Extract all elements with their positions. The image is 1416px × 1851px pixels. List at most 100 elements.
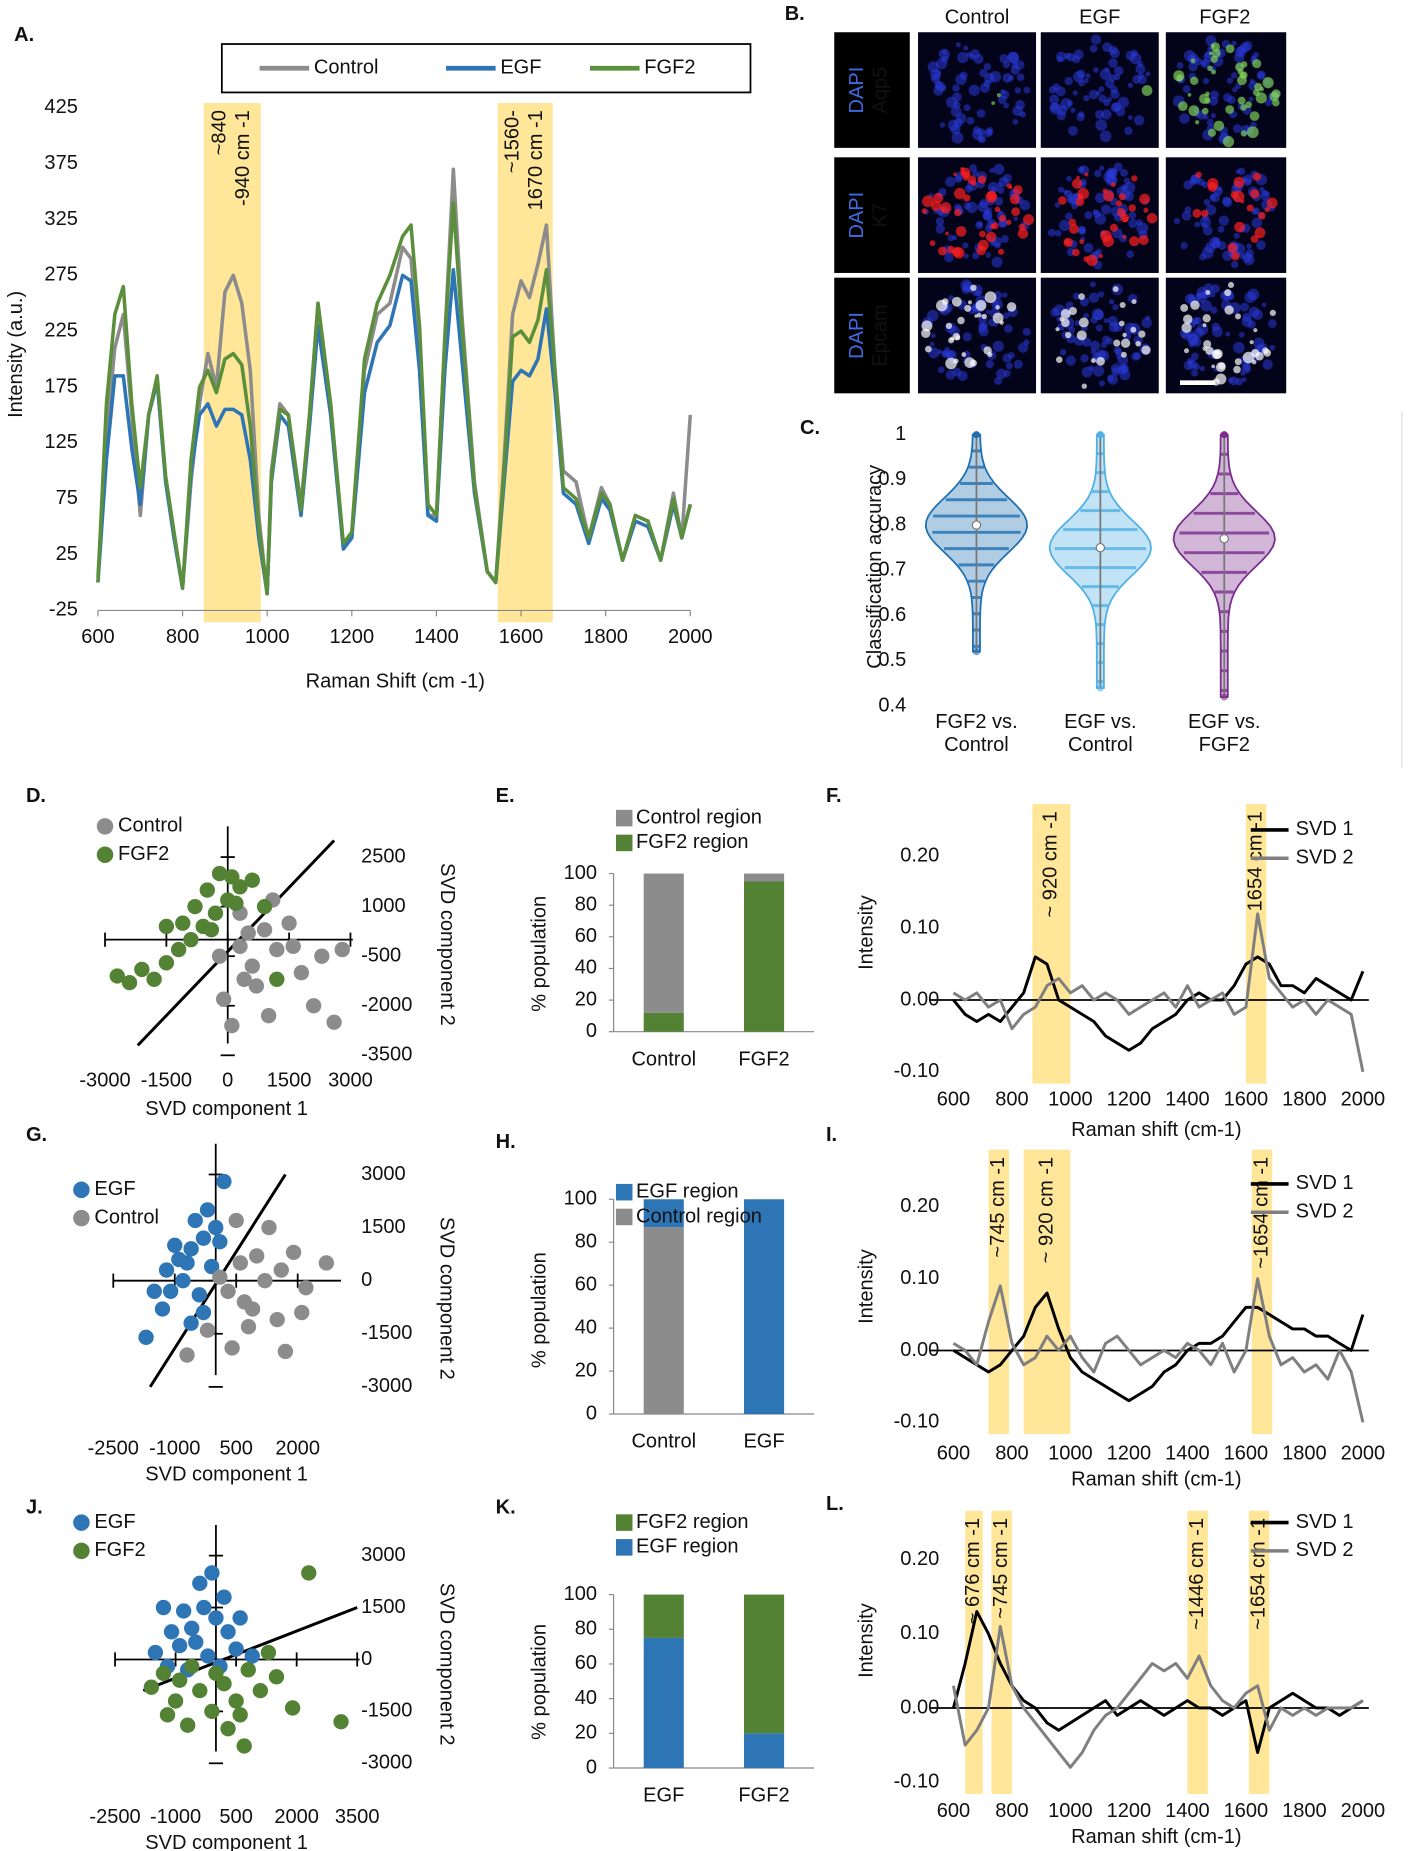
panel-label: H. (496, 1131, 516, 1153)
point (256, 922, 273, 938)
marker-signal (1146, 213, 1158, 224)
marker-signal (1109, 223, 1118, 232)
nucleus (1242, 252, 1253, 263)
marker-signal (1240, 104, 1247, 111)
legend-swatch (615, 1183, 633, 1201)
nucleus (1088, 292, 1100, 303)
nucleus (1083, 94, 1090, 102)
text-line: ~840 (209, 110, 231, 155)
point (285, 1244, 302, 1261)
point (155, 1599, 172, 1616)
row-label: DAPI (846, 192, 868, 239)
nucleus (952, 92, 962, 102)
nucleus (975, 221, 984, 230)
y-tick-label: 100 (564, 862, 597, 884)
nucleus (1065, 355, 1076, 366)
nucleus (1098, 94, 1107, 103)
marker-signal (1188, 105, 1200, 117)
nucleus (1192, 317, 1200, 325)
marker-signal (1213, 120, 1225, 132)
nucleus (1066, 100, 1073, 107)
bar-segment (643, 873, 684, 1013)
marker-signal (1205, 91, 1210, 97)
text-line: EGF vs. (1188, 711, 1260, 733)
y-tick-label: 25 (56, 543, 78, 565)
nucleus (1083, 78, 1089, 84)
nucleus (1078, 111, 1085, 118)
point (298, 1280, 314, 1296)
marker-signal (984, 291, 997, 304)
point (301, 1565, 317, 1581)
marker-signal (1079, 239, 1085, 245)
y-tick-label: 20 (575, 1359, 597, 1381)
point (212, 1269, 228, 1285)
point (187, 898, 203, 915)
marker-signal (1076, 330, 1087, 341)
nucleus (946, 350, 955, 359)
x-tick-label: 1400 (1165, 1442, 1210, 1464)
nucleus (968, 84, 980, 96)
bar-segment (643, 1199, 684, 1228)
marker-signal (1235, 313, 1241, 320)
point (204, 1703, 220, 1720)
legend-label: EGF region (636, 1536, 739, 1558)
point (244, 1648, 260, 1664)
legend-swatch (615, 809, 633, 827)
x-tick-label: 800 (995, 1800, 1028, 1822)
marker-signal (997, 248, 1005, 255)
marker-signal (1086, 254, 1098, 267)
marker-signal (1240, 61, 1248, 68)
point (158, 918, 175, 935)
nucleus (1194, 221, 1201, 228)
nucleus (1070, 107, 1076, 113)
nucleus (1117, 96, 1129, 109)
x-tick-label: 0 (222, 1070, 233, 1092)
nucleus (1076, 69, 1086, 79)
nucleus (1203, 198, 1211, 206)
nucleus (1237, 167, 1246, 176)
y-tick-label: 0.20 (900, 1548, 939, 1570)
nucleus (1210, 90, 1219, 100)
x-tick-label: 800 (995, 1442, 1028, 1464)
nucleus (1269, 344, 1276, 351)
marker-signal (1266, 197, 1278, 209)
y-tick-label: 175 (44, 375, 77, 397)
nucleus (990, 186, 997, 192)
nucleus (963, 202, 971, 210)
nucleus (1012, 119, 1019, 125)
nucleus (962, 332, 972, 342)
marker-signal (1135, 340, 1142, 347)
x-tick-label: 3500 (335, 1806, 380, 1828)
nucleus (1109, 48, 1120, 59)
panel-label: D. (26, 785, 46, 807)
stain-label: DAPI (846, 312, 868, 359)
y-tick-label: 1 (895, 423, 906, 445)
point (203, 1258, 220, 1275)
nucleus (954, 175, 963, 183)
nucleus (1131, 49, 1138, 57)
x-tick-label: 1200 (330, 626, 375, 648)
violin-median (1095, 542, 1106, 553)
nucleus (1098, 86, 1105, 92)
nucleus (1243, 178, 1252, 187)
y-tick-label: 275 (44, 264, 77, 286)
marker-signal (1068, 306, 1077, 316)
nucleus (1184, 206, 1192, 214)
nucleus (1199, 365, 1205, 372)
text-line: Control (1068, 734, 1133, 756)
x-axis-title: SVD component 1 (145, 1098, 308, 1120)
point (175, 1603, 192, 1619)
panel-label: A. (14, 24, 34, 46)
x-tick-label: 1600 (1224, 1088, 1269, 1110)
nucleus (1073, 49, 1084, 60)
text-line: FGF2 (1199, 734, 1250, 756)
x-tick-label: 1600 (1224, 1442, 1269, 1464)
marker-signal (1081, 383, 1087, 389)
nucleus (1092, 365, 1105, 377)
nucleus (1206, 118, 1214, 126)
highlight-label: ~ 920 cm -1 (1035, 1157, 1057, 1263)
marker-signal (1201, 107, 1209, 115)
point (273, 1262, 289, 1278)
nucleus (1014, 60, 1025, 70)
nucleus (997, 186, 1005, 194)
